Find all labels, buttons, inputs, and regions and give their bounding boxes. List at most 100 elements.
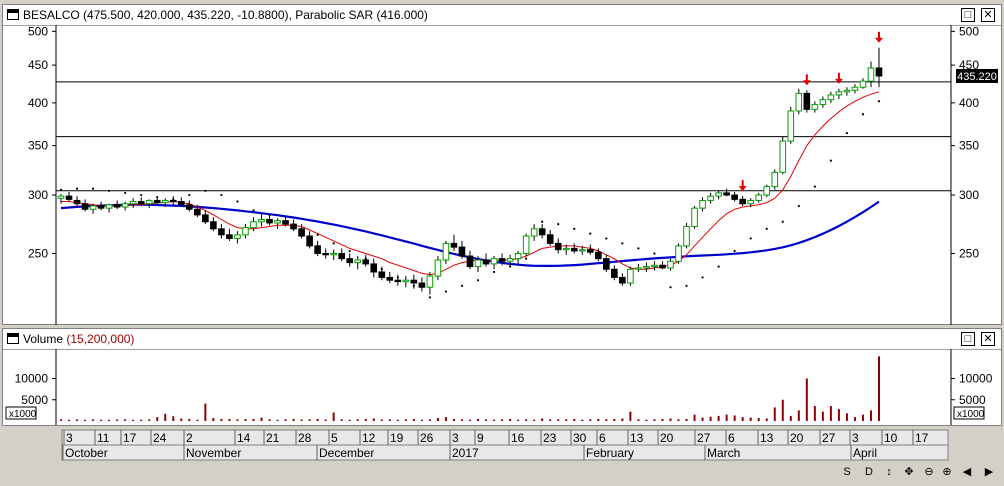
volume-y-tick-label-left: 10000 — [15, 372, 49, 386]
day-label: 2 — [186, 431, 193, 445]
candle-down — [482, 259, 490, 265]
parabolic-sar-dot — [669, 286, 672, 289]
volume-pane-value: (15,200,000) — [66, 332, 135, 346]
volume-chart[interactable]: 5000 5000 10000 10000 x1000 x1000 — [3, 349, 1001, 425]
chart-control-2[interactable]: ↕ — [886, 466, 892, 478]
chart-control-6[interactable]: ◀ — [962, 466, 972, 478]
day-label: 17 — [123, 431, 137, 445]
candle-down — [177, 201, 185, 206]
parabolic-sar-dot — [476, 279, 480, 282]
chart-control-1[interactable]: D — [865, 466, 873, 478]
candle-up — [819, 99, 827, 105]
time-axis[interactable]: 3 11 17 24 2 14 21 28 5 12 19 26 3 9 16 23 30 6 13 20 27 6 13 2… — [0, 428, 1004, 464]
candle-down — [659, 264, 666, 269]
candle-down — [97, 205, 105, 209]
chart-control-5[interactable]: ⊕ — [942, 466, 952, 478]
candle-up — [474, 259, 482, 268]
candle-down — [410, 279, 418, 284]
volume-scale-label-right: x1000 — [957, 409, 985, 420]
close-button[interactable]: ✕ — [981, 8, 995, 22]
candle-down — [322, 252, 329, 256]
candle-up — [234, 234, 241, 239]
parabolic-sar-dot — [428, 296, 432, 299]
candle-up — [250, 221, 257, 229]
candle-down — [346, 258, 354, 264]
candle-down — [554, 242, 562, 251]
parabolic-sar-dot — [749, 237, 752, 240]
candle-up — [161, 199, 169, 204]
candle-down — [611, 268, 618, 278]
parabolic-sar-dot — [733, 249, 736, 253]
candle-down — [450, 242, 458, 248]
candle-up — [691, 207, 698, 227]
month-label: February — [586, 446, 634, 460]
candle-up — [835, 91, 843, 96]
candle-up — [258, 218, 265, 223]
day-label: 24 — [153, 431, 167, 445]
candle-up — [827, 94, 835, 101]
parabolic-sar-dot — [653, 252, 656, 255]
parabolic-sar-dot — [845, 131, 849, 135]
parabolic-sar-dot — [541, 220, 544, 223]
restore-button[interactable]: □ — [961, 8, 975, 22]
candle-down — [370, 263, 378, 273]
parabolic-sar-dot — [204, 189, 207, 192]
price-pane-titlebar: BESALCO (475.500, 420.000, 435.220, -10.… — [3, 5, 1001, 26]
last-price-label: 435.220 — [957, 71, 997, 83]
parabolic-sar-dot — [316, 233, 319, 236]
parabolic-sar-dot — [124, 191, 127, 195]
candle-down — [186, 204, 193, 210]
chart-control-4[interactable]: ⊖ — [924, 466, 934, 478]
parabolic-sar-dot — [348, 249, 351, 253]
day-label: 11 — [97, 431, 110, 445]
price-chart[interactable]: 250 250 300 300 350 350 400 400 450 450 500 500 435.… — [3, 25, 1001, 325]
candle-down — [570, 247, 578, 252]
sell-signal-arrow-head — [802, 80, 811, 86]
candle-up — [747, 199, 754, 205]
volume-pane: Volume (15,200,000) □ ✕ 5000 5000 10000 100… — [2, 328, 1002, 426]
candle-up — [627, 268, 634, 284]
candle-up — [562, 247, 570, 251]
candle-up — [578, 249, 586, 252]
day-label: 6 — [728, 431, 735, 445]
last-price-box — [956, 68, 998, 83]
candle-down — [739, 198, 746, 205]
parabolic-sar-dot — [75, 187, 79, 190]
candle-up — [506, 258, 514, 262]
candle-down — [378, 271, 386, 278]
candle-down — [306, 235, 313, 247]
chart-control-7[interactable]: ▶ — [984, 466, 994, 478]
candle-up — [426, 275, 434, 288]
candle-up — [635, 267, 642, 270]
candle-down — [466, 255, 474, 268]
candle-up — [129, 201, 137, 205]
parabolic-sar-dot — [877, 100, 881, 103]
parabolic-sar-dot — [492, 270, 496, 274]
parabolic-sar-dot — [573, 227, 576, 230]
chart-control-3[interactable]: ✥ — [904, 466, 914, 478]
y-tick-label-left: 450 — [28, 58, 48, 72]
candle-up — [683, 225, 690, 247]
y-tick-label-left: 350 — [28, 139, 48, 153]
candle-down — [394, 279, 402, 283]
sell-signal-arrow-head — [834, 78, 843, 84]
candle-down — [73, 199, 81, 205]
candle-up — [274, 220, 281, 224]
day-label: 3 — [852, 431, 859, 445]
parabolic-sar-dot — [589, 232, 592, 235]
candle-down — [218, 228, 225, 236]
day-label: 14 — [237, 431, 251, 445]
candle-down — [498, 258, 506, 262]
sell-signal-arrow-head — [738, 186, 747, 192]
candle-down — [803, 92, 811, 110]
volume-restore-button[interactable]: □ — [961, 332, 975, 346]
candle-up — [522, 235, 530, 254]
day-label: 16 — [511, 431, 525, 445]
day-label: 13 — [760, 431, 774, 445]
volume-scale-label-left: x1000 — [9, 409, 37, 420]
parabolic-sar-dot — [861, 113, 865, 116]
volume-close-button[interactable]: ✕ — [981, 332, 995, 346]
candle-down — [194, 208, 201, 216]
chart-control-0[interactable]: S — [843, 466, 851, 478]
parabolic-sar-dot — [701, 276, 704, 279]
